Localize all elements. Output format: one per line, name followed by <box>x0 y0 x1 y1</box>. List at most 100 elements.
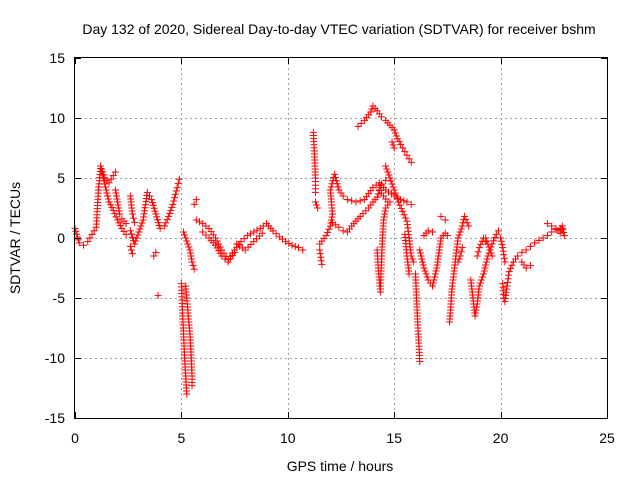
data-point <box>492 230 500 238</box>
data-point <box>183 390 191 398</box>
data-series-s27 <box>416 229 451 290</box>
data-point <box>539 234 547 242</box>
data-series-s7 <box>154 292 162 300</box>
y-tick-label: 5 <box>57 170 65 186</box>
data-point <box>482 234 491 245</box>
data-point <box>180 228 189 239</box>
data-point <box>282 238 293 247</box>
data-point <box>394 198 405 212</box>
data-point <box>354 119 365 130</box>
data-point <box>558 222 568 236</box>
axis-ticks <box>75 58 608 419</box>
y-tick-label: 0 <box>57 230 65 246</box>
data-point <box>407 252 416 263</box>
data-point <box>416 246 427 269</box>
x-tick-label: 0 <box>71 430 79 446</box>
data-point <box>429 267 440 290</box>
data-point <box>316 234 328 248</box>
data-point <box>105 198 116 212</box>
data-series-s5 <box>126 242 136 258</box>
data-point <box>388 138 397 149</box>
data-point <box>392 132 403 146</box>
data-point <box>390 126 399 137</box>
data-point <box>143 188 153 200</box>
data-point <box>152 248 160 256</box>
data-series-s13 <box>190 196 200 208</box>
data-point <box>111 168 119 176</box>
data-point <box>475 273 487 290</box>
data-point <box>384 198 392 206</box>
data-point <box>139 191 151 224</box>
data-point <box>327 189 336 218</box>
data-series-s38 <box>518 258 534 272</box>
x-tick-label: 5 <box>178 430 186 446</box>
x-axis-label: GPS time / hours <box>287 458 394 474</box>
data-point <box>148 196 159 215</box>
data-point <box>488 252 496 260</box>
data-point <box>458 244 466 252</box>
data-point <box>411 270 420 299</box>
data-point <box>367 105 376 116</box>
data-point <box>378 219 387 242</box>
data-point <box>382 186 395 198</box>
plot-frame <box>74 57 608 419</box>
data-point <box>188 382 196 390</box>
y-tick-label: 15 <box>49 50 65 66</box>
data-point <box>377 180 385 188</box>
data-point <box>178 306 187 335</box>
data-point <box>380 192 390 203</box>
data-point <box>535 236 543 244</box>
data-point <box>348 215 362 230</box>
data-point <box>414 318 422 341</box>
data-series-s29 <box>437 212 449 224</box>
data-point <box>128 210 138 222</box>
x-tick-labels: 0 5 10 15 20 25 <box>71 430 615 446</box>
data-point <box>335 223 343 231</box>
data-point <box>352 197 364 206</box>
data-series-s26 <box>411 270 424 366</box>
data-point <box>150 252 158 260</box>
data-point <box>331 170 342 191</box>
data-point <box>71 224 82 244</box>
data-series-s11 <box>192 216 307 264</box>
data-point <box>156 224 164 232</box>
data-series-s20 <box>328 176 390 236</box>
data-point <box>173 179 182 192</box>
data-point <box>386 174 397 191</box>
data-point <box>514 252 522 260</box>
data-point <box>199 228 210 239</box>
data-point <box>548 222 556 230</box>
data-point <box>318 260 326 268</box>
data-point <box>186 330 195 353</box>
data-point <box>560 232 568 240</box>
data-series-s6 <box>150 248 160 260</box>
data-series-s24 <box>388 138 398 152</box>
data-point <box>101 180 112 203</box>
data-point <box>460 212 471 227</box>
data-point <box>88 227 98 238</box>
data-point <box>480 255 491 278</box>
data-point <box>441 216 449 224</box>
data-point <box>231 248 239 256</box>
y-tick-label: 10 <box>49 110 65 126</box>
data-point <box>365 201 375 212</box>
data-point <box>475 237 486 252</box>
data-point <box>415 336 424 363</box>
data-series-s16 <box>311 198 322 212</box>
data-point <box>526 262 534 270</box>
data-point <box>316 246 325 265</box>
data-point <box>437 212 445 220</box>
data-point <box>182 234 193 251</box>
data-point <box>403 252 413 275</box>
data-point <box>128 250 136 258</box>
data-point <box>429 228 437 236</box>
data-series-s34 <box>482 234 496 260</box>
data-point <box>494 227 502 235</box>
data-point <box>382 162 393 179</box>
data-point <box>467 276 477 299</box>
data-point <box>543 232 551 240</box>
data-point <box>250 226 261 236</box>
data-point <box>343 196 356 205</box>
data-point <box>126 192 136 215</box>
